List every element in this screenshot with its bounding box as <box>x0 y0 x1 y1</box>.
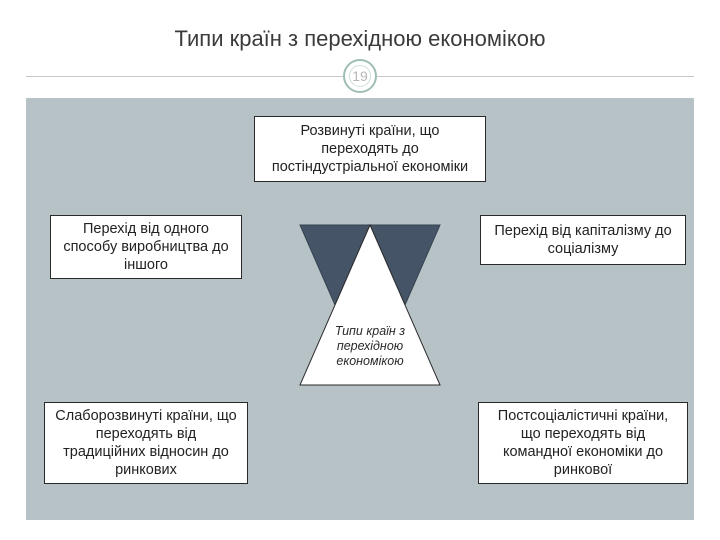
page-number-badge: 19 <box>343 59 377 93</box>
box-bottom-left: Слаборозвинуті країни, що переходять від… <box>44 402 248 484</box>
box-bottom-right: Постсоціалістичні країни, що переходять … <box>478 402 688 484</box>
page-number: 19 <box>352 68 368 84</box>
box-right: Перехід від капіталізму до соціалізму <box>480 215 686 265</box>
triangle-diagram: Типи країн з перехідною економікою <box>290 215 450 395</box>
box-left: Перехід від одного способу виробництва д… <box>50 215 242 279</box>
slide-title: Типи країн з перехідною економікою <box>0 26 720 52</box>
center-triangle-label: Типи країн з перехідною економікою <box>315 324 425 369</box>
slide: Типи країн з перехідною економікою 19 Ти… <box>0 0 720 540</box>
box-top: Розвинуті країни, що переходять до пості… <box>254 116 486 182</box>
